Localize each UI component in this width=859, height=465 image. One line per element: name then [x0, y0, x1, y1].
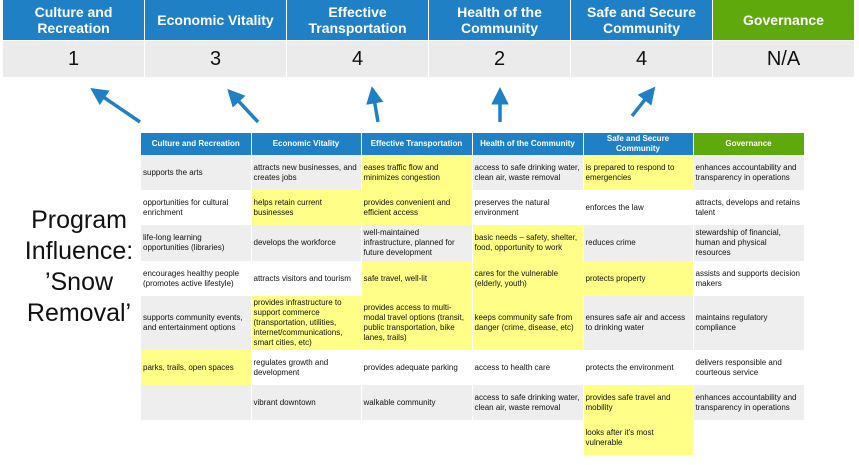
table-cell: provides safe travel and mobility — [583, 385, 694, 420]
table-cell: cares for the vulnerable (elderly, youth… — [472, 261, 584, 296]
table-cell: delivers responsible and courteous servi… — [693, 350, 805, 385]
col-header-transportation: Effective Transportation — [361, 133, 473, 155]
col-header-safe: Safe and Secure Community — [583, 133, 694, 155]
table-cell — [693, 420, 805, 455]
table-cell: encourages healthy people (promotes acti… — [141, 261, 252, 296]
summary-header-health: Health of the Community — [429, 0, 571, 40]
score-governance: N/A — [713, 40, 855, 77]
program-influence-label: Program Influence: ’Snow Removal’ — [14, 205, 144, 329]
table-cell: ensures safe air and access to drinking … — [583, 296, 694, 350]
table-cell: provides access to multi-modal travel op… — [361, 296, 473, 350]
table-cell: develops the workforce — [251, 225, 362, 261]
label-line: Influence: — [24, 237, 134, 265]
table-cell: provides adequate parking — [361, 350, 473, 385]
table-cell: protects property — [583, 261, 694, 296]
col-header-culture: Culture and Recreation — [141, 133, 252, 155]
table-cell: enhances accountability and transparency… — [693, 155, 805, 190]
table-cell: assists and supports decision makers — [693, 261, 805, 296]
label-line: Removal’ — [26, 299, 132, 327]
table-row: encourages healthy people (promotes acti… — [141, 261, 805, 296]
arrows — [90, 86, 656, 124]
table-row: supports the arts attracts new businesses… — [141, 155, 805, 190]
score-safe: 4 — [571, 40, 713, 77]
table-cell: provides convenient and efficient access — [361, 190, 473, 225]
table-cell: attracts new businesses, and creates job… — [251, 155, 362, 190]
table-cell: access to safe drinking water, clean air… — [472, 155, 584, 190]
table-row: supports community events, and entertain… — [141, 296, 805, 350]
table-cell: keeps community safe from danger (crime,… — [472, 296, 584, 350]
table-cell — [141, 385, 252, 420]
table-cell: parks, trails, open spaces — [141, 350, 252, 385]
table-cell: is prepared to respond to emergencies — [583, 155, 694, 190]
table-cell: safe travel, well-lit — [361, 261, 473, 296]
table-cell: protects the environment — [583, 350, 694, 385]
table-cell: opportunities for cultural enrichment — [141, 190, 252, 225]
label-line: Program — [31, 206, 127, 234]
summary-header-culture: Culture and Recreation — [3, 0, 145, 40]
table-row: parks, trails, open spaces regulates grow… — [141, 350, 805, 385]
influence-table: Culture and Recreation Economic Vitality… — [141, 133, 805, 455]
arrow-icon — [630, 86, 656, 118]
summary-header-economic: Economic Vitality — [145, 0, 287, 40]
table-cell: vibrant downtown — [251, 385, 362, 420]
table-cell: looks after it's most vulnerable — [583, 420, 694, 455]
arrow-icon — [227, 88, 260, 124]
summary-scores: Culture and Recreation Economic Vitality… — [3, 0, 855, 77]
summary-header-safe: Safe and Secure Community — [571, 0, 713, 40]
table-cell: maintains regulatory compliance — [693, 296, 805, 350]
table-row: looks after it's most vulnerable — [141, 420, 805, 455]
score-transportation: 4 — [287, 40, 429, 77]
table-row: vibrant downtown walkable community access… — [141, 385, 805, 420]
table-cell: eases traffic flow and minimizes congest… — [361, 155, 473, 190]
table-row: opportunities for cultural enrichment hel… — [141, 190, 805, 225]
table-cell: supports community events, and entertain… — [141, 296, 252, 350]
table-cell: attracts visitors and tourism — [251, 261, 362, 296]
table-cell: walkable community — [361, 385, 473, 420]
col-header-governance: Governance — [693, 133, 805, 155]
table-cell: stewardship of financial, human and phys… — [693, 225, 805, 261]
table-cell — [361, 420, 473, 455]
table-cell: basic needs – safety, shelter, food, opp… — [472, 225, 584, 261]
summary-header-governance: Governance — [713, 0, 855, 40]
score-health: 2 — [429, 40, 571, 77]
table-cell — [472, 420, 584, 455]
score-culture: 1 — [3, 40, 145, 77]
arrow-icon — [90, 88, 141, 124]
table-cell: helps retain current businesses — [251, 190, 362, 225]
table-cell: life-long learning opportunities (librar… — [141, 225, 252, 261]
table-cell: regulates growth and development — [251, 350, 362, 385]
score-economic: 3 — [145, 40, 287, 77]
col-header-health: Health of the Community — [472, 133, 584, 155]
table-row: life-long learning opportunities (librar… — [141, 225, 805, 261]
table-cell: provides infrastructure to support comme… — [251, 296, 362, 350]
summary-header-transportation: Effective Transportation — [287, 0, 429, 40]
arrow-icon — [366, 86, 384, 123]
table-cell: enforces the law — [583, 190, 694, 225]
col-header-economic: Economic Vitality — [251, 133, 362, 155]
table-cell — [141, 420, 252, 455]
table-cell — [251, 420, 362, 455]
table-cell: preserves the natural environment — [472, 190, 584, 225]
table-cell: well-maintained infrastructure, planned … — [361, 225, 473, 261]
table-cell: attracts, develops and retains talent — [693, 190, 805, 225]
table-cell: access to health care — [472, 350, 584, 385]
table-cell: enhances accountability and transparency… — [693, 385, 805, 420]
table-cell: reduces crime — [583, 225, 694, 261]
label-line: ’Snow — [44, 268, 114, 296]
table-cell: access to safe drinking water, clean air… — [472, 385, 584, 420]
table-cell: supports the arts — [141, 155, 252, 190]
